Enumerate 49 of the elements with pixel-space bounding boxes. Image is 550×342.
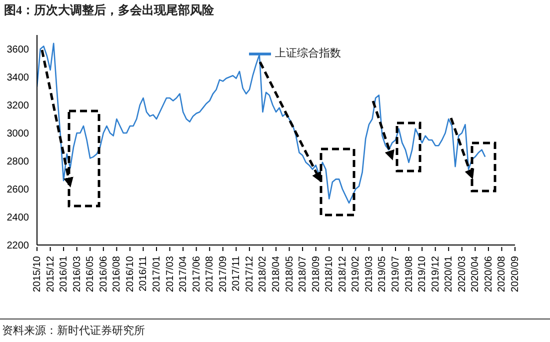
x-tick-label: 2019/12	[430, 256, 442, 292]
x-tick-label: 2018/12	[337, 256, 348, 292]
x-tick-label: 2016/03	[72, 256, 83, 292]
text: 资料来源：新时代证券研究所	[2, 324, 145, 338]
x-tick-label: 2019/02	[350, 256, 362, 292]
x-tick-label: 2018/04	[271, 256, 282, 292]
y-tick-label: 2600	[6, 184, 30, 196]
x-tick-label: 2018/07	[298, 256, 309, 292]
y-tick-label: 3600	[6, 44, 30, 56]
x-tick-label: 2017/06	[191, 256, 202, 292]
x-tick-label: 2019/10	[417, 256, 428, 292]
x-tick-label: 2018/10	[324, 256, 336, 292]
x-tick-label: 2017/01	[152, 256, 162, 292]
x-tick-label: 2015/10	[32, 256, 43, 292]
x-tick-label: 2016/06	[98, 256, 110, 292]
line-series	[37, 42, 486, 204]
x-tick-label: 2018/05	[284, 256, 296, 292]
x-tick-label: 2020/08	[496, 256, 508, 292]
x-tick-label: 2016/10	[124, 256, 136, 292]
y-tick-label: 2200	[6, 240, 30, 252]
x-tick-label: 2016/08	[112, 256, 123, 292]
y-tick-label: 3200	[6, 100, 30, 112]
x-tick-label: 2020/03	[456, 256, 468, 292]
x-tick-label: 2017/08	[204, 256, 216, 292]
x-tick-label: 2016/05	[85, 256, 96, 292]
x-tick-label: 2017/04	[178, 256, 190, 292]
x-tick-label: 2018/09	[310, 256, 322, 292]
chart-title: 图4：历次大调整后，多会出现尾部风险	[4, 2, 214, 19]
x-tick-label: 2017/09	[218, 256, 229, 292]
x-tick-label: 2016/01	[58, 256, 70, 292]
y-tick-label: 3000	[6, 128, 30, 140]
x-tick-label: 2017/12	[244, 256, 256, 292]
y-tick-label: 2800	[6, 156, 30, 168]
y-tick-label: 2400	[6, 212, 30, 224]
y-tick-label: 3400	[6, 72, 30, 84]
x-tick-label: 2019/05	[377, 256, 388, 292]
x-tick-label: 2020/09	[510, 256, 521, 292]
x-tick-label: 2017/11	[231, 256, 242, 292]
x-tick-label: 2016/11	[138, 256, 150, 292]
x-tick-label: 2019/08	[404, 256, 415, 292]
x-tick-label: 2018/02	[258, 256, 269, 292]
legend-label: 上证综合指数	[275, 48, 341, 60]
x-tick-label: 2017/03	[164, 256, 176, 292]
x-tick-label: 2015/12	[45, 256, 56, 292]
x-tick-label: 2019/03	[364, 256, 375, 292]
x-tick-label: 2020/01	[444, 256, 455, 292]
x-tick-label: 2020/04	[470, 256, 482, 292]
x-tick-label: 2020/06	[483, 256, 494, 292]
x-tick-label: 2019/07	[390, 256, 402, 292]
